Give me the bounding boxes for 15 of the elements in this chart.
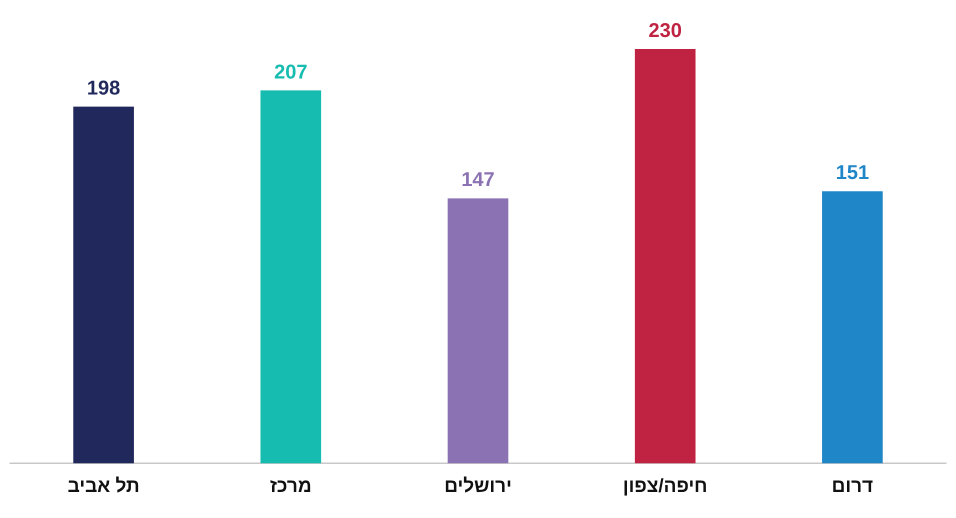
x-tick-label: דרום — [832, 476, 874, 497]
data-label: 207 — [274, 61, 308, 84]
data-label: 151 — [836, 162, 870, 184]
x-tick-label: חיפה/צפון — [622, 476, 708, 497]
data-label: 230 — [648, 20, 682, 42]
bar — [634, 49, 696, 464]
bar — [448, 198, 508, 464]
x-tick-label: מרכז — [270, 476, 312, 497]
x-tick-label: ירושלים — [444, 476, 512, 497]
bar — [822, 191, 883, 464]
x-tick-label: תל אביב — [68, 476, 140, 497]
bar — [73, 106, 134, 464]
data-label: 198 — [86, 77, 120, 100]
data-label: 147 — [461, 169, 495, 192]
bar — [260, 90, 322, 464]
